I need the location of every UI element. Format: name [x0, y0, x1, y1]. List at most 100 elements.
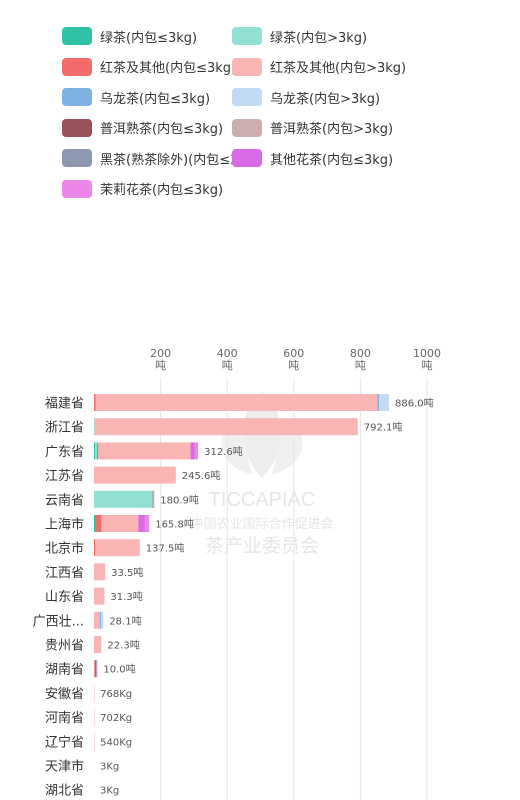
legend-swatch — [62, 118, 92, 137]
bar-segment[interactable] — [144, 515, 150, 532]
total-label: 886.0吨 — [395, 397, 434, 410]
legend-label: 普洱熟茶(内包≤3kg) — [100, 122, 224, 137]
bar-segment[interactable] — [94, 466, 176, 484]
bar-segment[interactable] — [94, 708, 95, 726]
bar-segment[interactable] — [94, 515, 102, 532]
legend-swatch — [232, 149, 262, 167]
bar-segment[interactable] — [194, 442, 199, 460]
bar-segment[interactable] — [152, 490, 154, 508]
category-label: 浙江省 — [45, 421, 84, 436]
bar-segment[interactable] — [96, 442, 98, 460]
bar-segment[interactable] — [94, 418, 358, 436]
legend-swatch — [62, 27, 92, 45]
legend-item[interactable]: 茉莉花茶(内包≤3kg) — [62, 179, 223, 199]
grid-lines — [160, 378, 428, 800]
total-label: 22.3吨 — [107, 639, 139, 652]
legend-label: 黑茶(熟茶除外)(内包≤3kg) — [100, 152, 260, 168]
bar-segment[interactable] — [94, 418, 95, 436]
legend-item[interactable]: 绿茶(内包≤3kg) — [62, 26, 197, 46]
chart-legend: 绿茶(内包≤3kg) 绿茶(内包>3kg) 红茶及其他(内包≤3kg) 红茶及其他(内… — [0, 0, 520, 210]
bar-segment[interactable] — [94, 660, 96, 678]
legend-label: 红茶及其他(内包≤3kg) — [100, 61, 237, 76]
bar-segment[interactable] — [95, 660, 97, 678]
legend-label: 乌龙茶(内包>3kg) — [270, 91, 381, 107]
category-label: 天津市 — [45, 759, 84, 775]
bar-segment[interactable] — [379, 394, 390, 411]
bar-segment[interactable] — [100, 611, 104, 629]
tick-label: 吨 — [355, 359, 366, 372]
bar-segment[interactable] — [95, 660, 96, 678]
bar-segment[interactable] — [94, 539, 95, 557]
category-label: 广东省 — [45, 445, 84, 460]
bar-segment[interactable] — [94, 660, 95, 678]
watermark-brand: TICCAPIAC — [209, 489, 316, 511]
bar-segment[interactable] — [94, 636, 102, 653]
bar-segment[interactable] — [152, 490, 153, 508]
tick-label: 400 — [217, 347, 238, 360]
total-label: 137.5吨 — [146, 542, 185, 555]
total-label: 768Kg — [100, 689, 132, 700]
legend-item[interactable]: 乌龙茶(内包≤3kg) — [62, 87, 210, 107]
bar-segment[interactable] — [190, 442, 195, 460]
tick-label: 200 — [150, 347, 171, 360]
legend-swatch — [62, 149, 92, 167]
legend-swatch — [232, 88, 262, 106]
bar-segment[interactable] — [138, 515, 145, 532]
legend-item[interactable]: 其他花茶(内包≤3kg) — [232, 148, 393, 168]
tick-label: 吨 — [422, 359, 433, 372]
total-label: 245.6吨 — [182, 469, 221, 482]
bar-segment[interactable] — [94, 732, 95, 750]
bar-segment[interactable] — [96, 660, 98, 678]
category-label: 广西壮... — [33, 614, 84, 629]
bar-segment[interactable] — [95, 394, 378, 411]
category-label: 湖北省 — [45, 784, 84, 799]
legend-item[interactable]: 普洱熟茶(内包>3kg) — [232, 118, 393, 138]
total-label: 540Kg — [100, 737, 132, 748]
bar-segment[interactable] — [94, 587, 105, 605]
legend-swatch — [232, 118, 262, 137]
bars — [94, 394, 390, 750]
total-label: 3Kg — [100, 786, 119, 797]
category-label: 山东省 — [45, 590, 84, 605]
category-label: 上海市 — [45, 517, 84, 533]
legend-item[interactable]: 普洱熟茶(内包≤3kg) — [62, 118, 223, 138]
bar-segment[interactable] — [94, 684, 95, 702]
total-label: 31.3吨 — [110, 590, 142, 603]
bar-segment[interactable] — [377, 394, 380, 411]
tick-label: 吨 — [155, 359, 166, 372]
bar-segment[interactable] — [94, 394, 96, 411]
bar-segment[interactable] — [101, 515, 139, 532]
legend-item[interactable]: 绿茶(内包>3kg) — [232, 26, 367, 46]
bar-segment[interactable] — [97, 442, 191, 460]
tick-label: 吨 — [288, 359, 299, 372]
legend-item[interactable]: 红茶及其他(内包≤3kg) — [62, 57, 236, 77]
bar-segment[interactable] — [94, 442, 95, 460]
bar-segment[interactable] — [94, 539, 140, 557]
total-label: 33.5吨 — [111, 566, 143, 579]
bar-segment[interactable] — [99, 611, 101, 629]
tick-label: 1000 — [413, 347, 441, 360]
legend-swatch — [62, 57, 92, 76]
category-label: 安徽省 — [45, 687, 84, 702]
total-label: 792.1吨 — [364, 421, 403, 434]
bar-segment[interactable] — [94, 490, 153, 508]
legend-item[interactable]: 红茶及其他(内包>3kg) — [232, 57, 406, 77]
legend-swatch — [232, 57, 262, 76]
total-labels: 886.0吨 792.1吨 312.6吨 245.6吨 180.9吨 165.8吨 137.… — [100, 397, 434, 797]
bar-segment[interactable] — [94, 515, 95, 532]
bar-segment[interactable] — [94, 611, 100, 629]
category-label: 江西省 — [45, 566, 84, 581]
bar-segment[interactable] — [153, 490, 155, 508]
bar-segment[interactable] — [94, 563, 106, 581]
legend-item[interactable]: 黑茶(熟茶除外)(内包≤3kg) — [62, 148, 259, 168]
legend-label: 绿茶(内包≤3kg) — [100, 30, 198, 46]
category-label: 湖南省 — [45, 662, 84, 678]
total-label: 3Kg — [100, 762, 119, 773]
legend-item[interactable]: 乌龙茶(内包>3kg) — [232, 87, 380, 107]
watermark-line-2: 茶产业委员会 — [205, 535, 319, 557]
bar-segment[interactable] — [94, 442, 97, 460]
legend-swatch — [62, 88, 92, 106]
legend-label: 茉莉花茶(内包≤3kg) — [100, 183, 224, 198]
total-label: 312.6吨 — [204, 445, 243, 458]
